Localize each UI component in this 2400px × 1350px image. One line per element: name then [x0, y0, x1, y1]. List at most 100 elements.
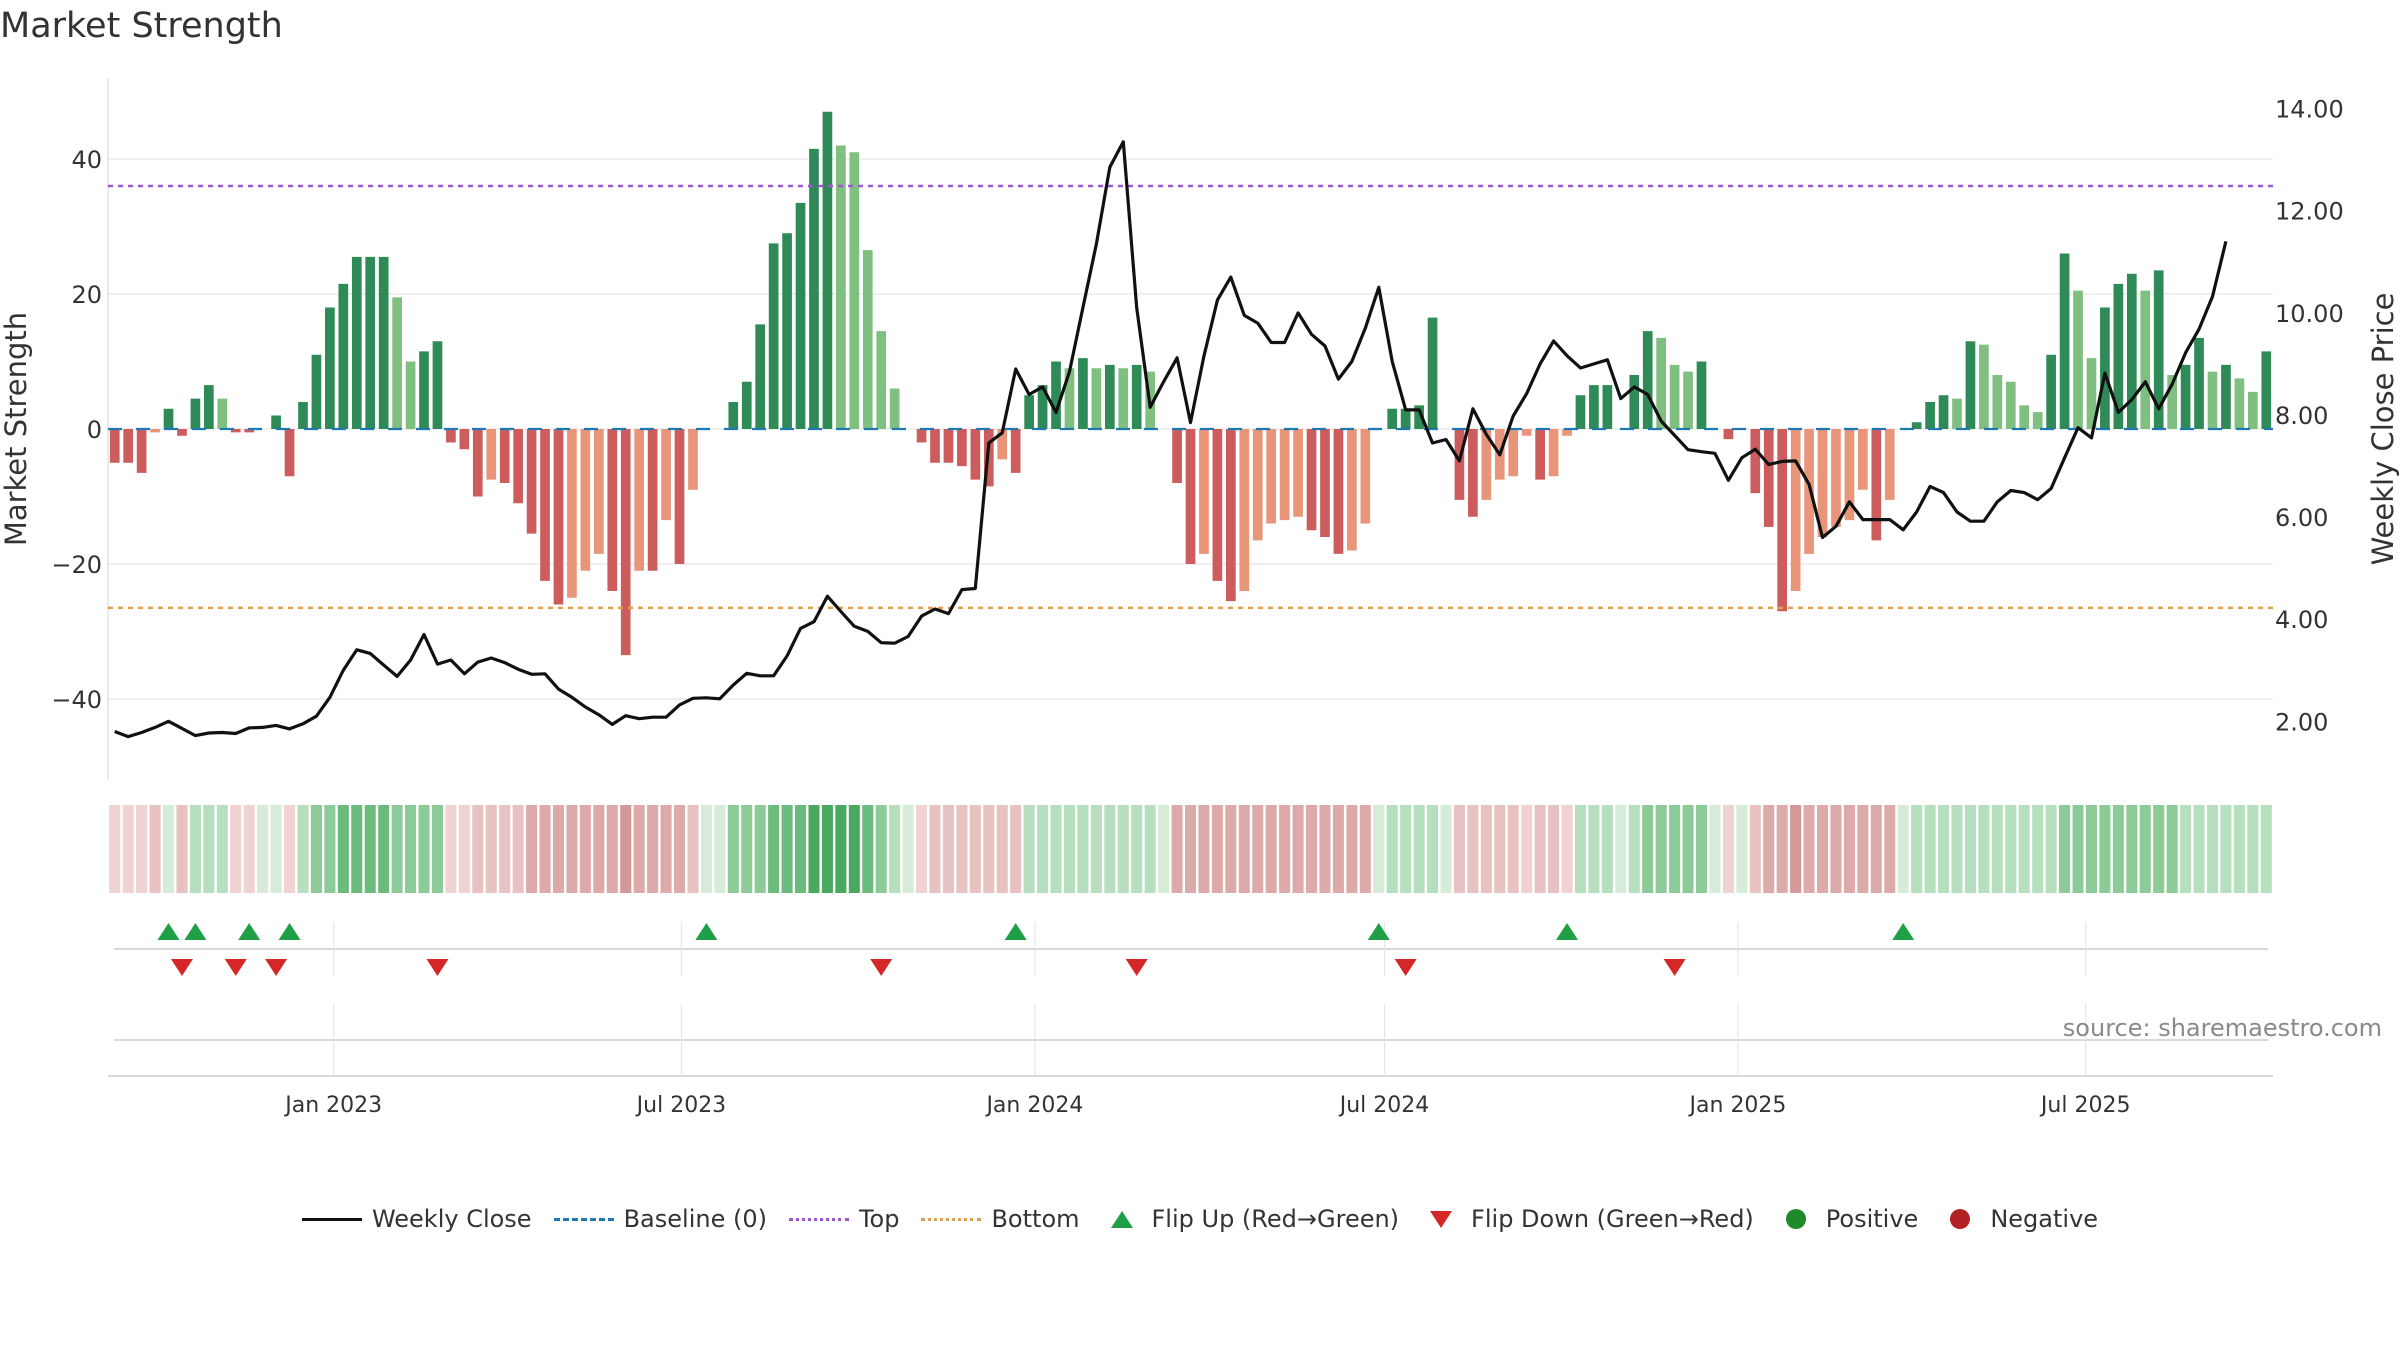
x-tick-label: Jan 2024 — [984, 1093, 1083, 1118]
y2-tick-label: 4.00 — [2275, 606, 2328, 634]
ribbon-cell — [1642, 805, 1654, 893]
strength-bar — [943, 429, 954, 463]
legend-item: Bottom — [921, 1205, 1080, 1233]
ribbon-cell — [566, 805, 578, 893]
ribbon-cell — [1964, 805, 1976, 893]
ribbon-cell — [1884, 805, 1896, 893]
strength-bar — [1387, 408, 1398, 429]
ribbon-cell — [1951, 805, 1963, 893]
ribbon-cell — [1749, 805, 1761, 893]
ribbon-cell — [1776, 805, 1788, 893]
ribbon-cell — [1480, 805, 1492, 893]
ribbon-cell — [243, 805, 255, 893]
strength-bar — [1454, 429, 1465, 500]
strength-bar — [580, 429, 591, 571]
ribbon-cell — [1817, 805, 1829, 893]
ribbon-cell — [969, 805, 981, 893]
strength-bar — [1884, 429, 1895, 500]
legend-swatch — [1102, 1209, 1142, 1229]
strength-bar — [2019, 405, 2030, 429]
strength-bar — [997, 429, 1008, 460]
ribbon-cell — [862, 805, 874, 893]
strength-bar — [795, 202, 806, 429]
ribbon-cell — [2206, 805, 2219, 893]
strength-bar — [2167, 375, 2177, 429]
y2-tick-label: 14.00 — [2275, 96, 2344, 124]
ribbon-cell — [2153, 805, 2165, 893]
strength-bar — [1104, 364, 1115, 429]
strength-bar — [472, 429, 483, 497]
strength-bar — [1979, 344, 1989, 429]
ribbon-cell — [1279, 805, 1291, 893]
ribbon-cell — [2005, 805, 2017, 893]
strength-bar — [1400, 408, 1411, 429]
ribbon-cell — [2085, 805, 2097, 893]
ribbon-cell — [1359, 805, 1371, 893]
ribbon-cell — [230, 805, 242, 893]
strength-bar — [217, 398, 228, 429]
flip-up-marker — [278, 923, 301, 940]
strength-bar — [862, 250, 873, 429]
strength-ribbon — [109, 805, 2272, 893]
strength-bar — [970, 429, 981, 480]
ribbon-cell — [122, 805, 134, 893]
strength-bar — [351, 256, 362, 429]
ribbon-cell — [391, 805, 403, 893]
ribbon-cell — [378, 805, 390, 893]
strength-bar — [230, 429, 241, 433]
ribbon-cell — [956, 805, 968, 893]
ribbon-cell — [1373, 805, 1385, 893]
strength-bar — [634, 429, 645, 571]
strength-bar — [540, 429, 550, 581]
y2-tick-label: 8.00 — [2275, 402, 2328, 430]
strength-bar — [1952, 398, 1962, 429]
ribbon-cell — [1037, 805, 1049, 893]
ribbon-cell — [673, 805, 686, 893]
ribbon-cell — [1897, 805, 1909, 893]
strength-bar — [1172, 429, 1182, 483]
ribbon-cell — [983, 805, 995, 893]
legend-swatch — [921, 1209, 982, 1229]
ribbon-cell — [149, 805, 161, 893]
ribbon-cell — [2112, 805, 2124, 893]
ribbon-cell — [445, 805, 457, 893]
ribbon-cell — [795, 805, 807, 893]
ribbon-cell — [1050, 805, 1062, 893]
ribbon-cell — [620, 805, 632, 893]
ribbon-cell — [1198, 805, 1210, 893]
strength-bar — [1871, 429, 1882, 541]
ribbon-cell — [216, 805, 228, 893]
ribbon-cell — [1171, 805, 1183, 893]
strength-bar — [1696, 361, 1707, 429]
ribbon-cell — [499, 805, 511, 893]
x-tick-label: Jul 2025 — [2039, 1093, 2131, 1118]
ribbon-cell — [526, 805, 538, 893]
flip-down-marker — [870, 959, 893, 976]
strength-bar — [1548, 429, 1559, 477]
ribbon-cell — [1211, 805, 1223, 893]
ribbon-cell — [1400, 805, 1412, 893]
strength-bar — [755, 324, 766, 429]
ribbon-cell — [1063, 805, 1075, 893]
strength-bar — [1360, 429, 1371, 524]
legend-item: Baseline (0) — [553, 1205, 767, 1233]
ribbon-cell — [727, 805, 739, 893]
ribbon-cell — [2193, 805, 2205, 893]
strength-bar — [244, 429, 255, 433]
legend-swatch — [1776, 1209, 1816, 1229]
legend-swatch — [788, 1209, 849, 1229]
strength-bar — [459, 429, 470, 450]
y2-tick-label: 6.00 — [2275, 504, 2328, 532]
strength-bar — [2180, 364, 2191, 429]
ribbon-cell — [1427, 805, 1439, 893]
strength-bar — [688, 429, 698, 490]
legend-swatch — [1421, 1209, 1461, 1229]
ribbon-cell — [714, 805, 726, 893]
ribbon-cell — [2233, 805, 2245, 893]
y-tick-label: 40 — [71, 146, 102, 174]
ribbon-cell — [1332, 805, 1344, 893]
strength-bar — [822, 111, 833, 429]
ribbon-cell — [1319, 805, 1331, 893]
ribbon-cell — [1010, 805, 1022, 893]
ribbon-cell — [1534, 805, 1546, 893]
